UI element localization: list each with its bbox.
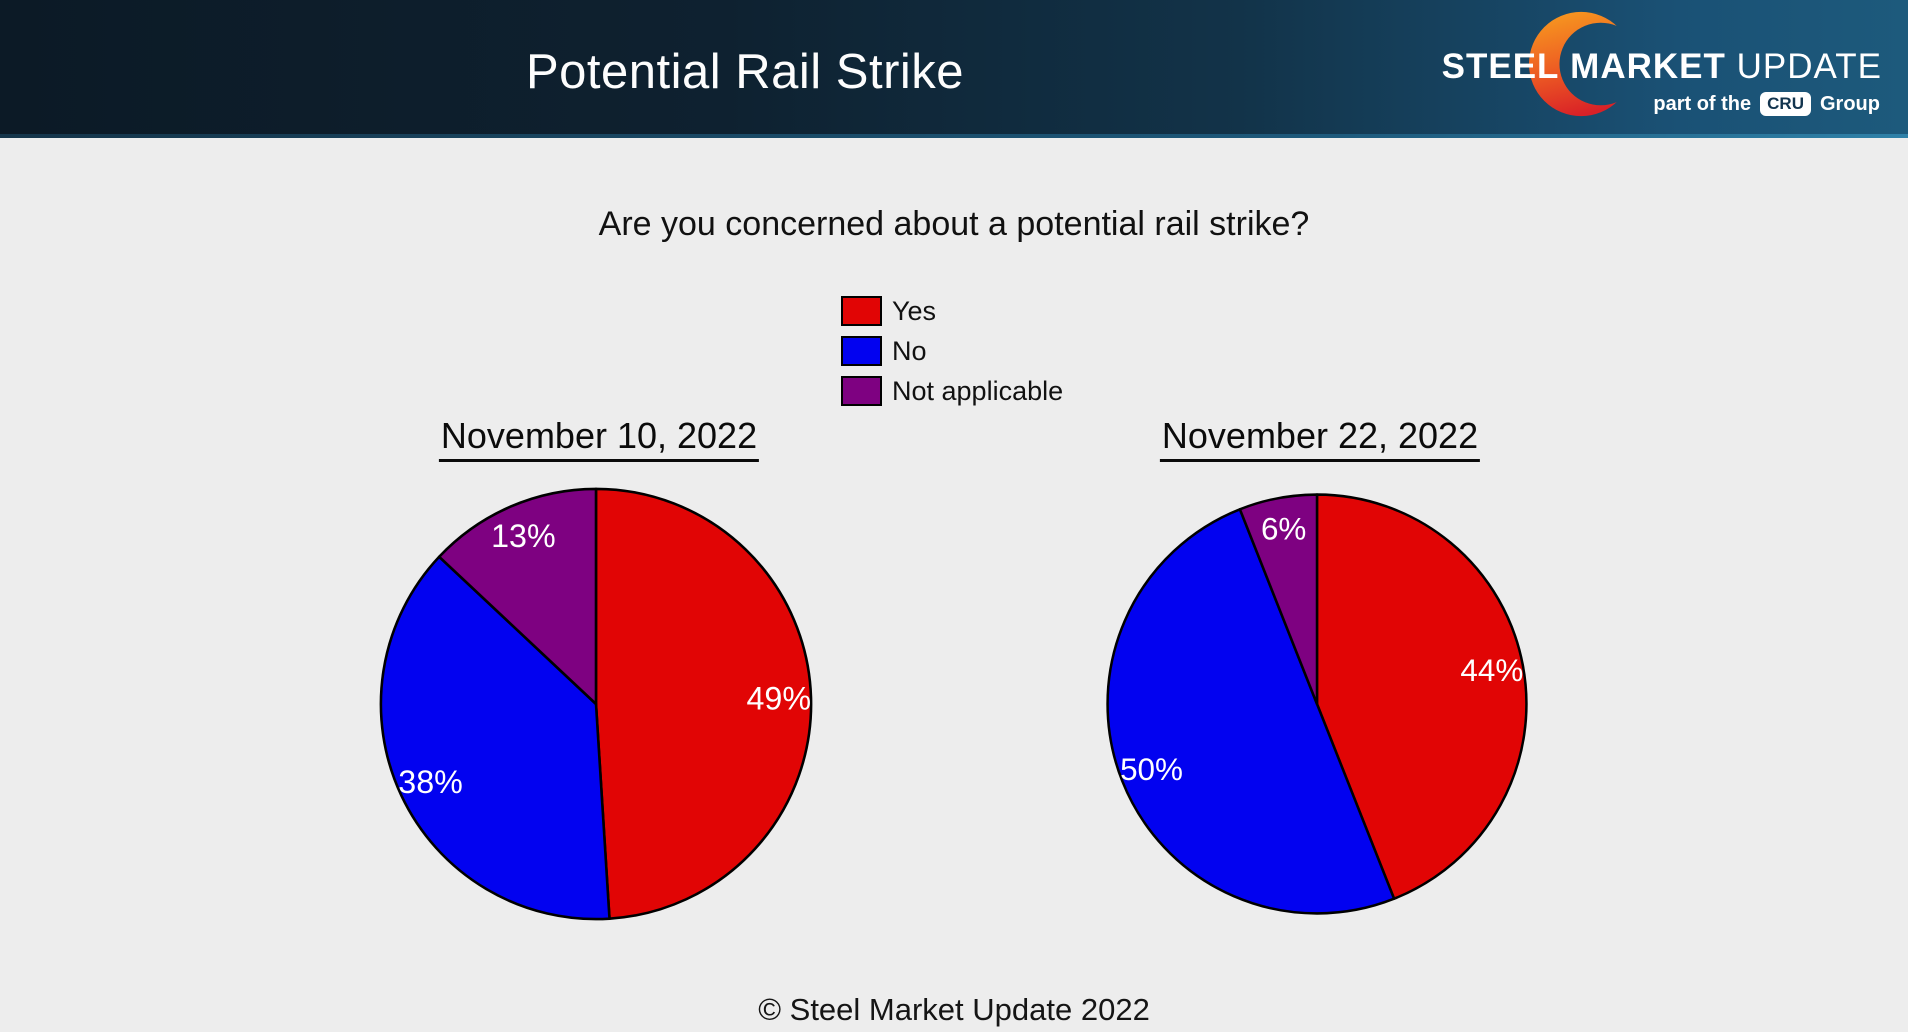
legend-swatch-yes: [841, 296, 882, 326]
tagline-suffix: Group: [1820, 92, 1880, 115]
pie-slice-not-applicable: [437, 487, 598, 706]
pie-slice-no: [1106, 508, 1396, 915]
cru-badge: CRU: [1760, 92, 1811, 116]
legend-item-not-applicable: Not applicable: [841, 376, 1063, 406]
legend-swatch-no: [841, 336, 882, 366]
logo-update: UPDATE: [1736, 47, 1882, 86]
logo-tagline: part of the CRU Group: [1653, 89, 1880, 119]
legend-item-yes: Yes: [841, 296, 1063, 326]
pie-slice-no: [379, 555, 611, 921]
crescent-moon-icon: [1528, 11, 1634, 117]
logo-steel: STEEL: [1441, 47, 1560, 86]
legend-label-no: No: [892, 335, 927, 366]
pie-slice-percent-label: 38%: [398, 764, 463, 800]
pie-slice-yes: [594, 487, 813, 920]
pie-title-november-10: November 10, 2022: [438, 415, 760, 462]
pie-title-november-22: November 22, 2022: [1159, 415, 1481, 462]
logo-market: MARKET: [1570, 47, 1726, 86]
pie-chart-november-22: 44% 50% 6%: [1106, 493, 1528, 915]
crescent-shape: [1528, 11, 1634, 117]
logo-wordmark: STEEL MARKET UPDATE: [1442, 49, 1882, 84]
legend-swatch-not-applicable: [841, 376, 882, 406]
header-bar: Potential Rail Strike STEEL MARKET UPDAT…: [0, 0, 1908, 134]
pie-chart-november-10: 49% 38% 13%: [379, 487, 813, 921]
pie-slice-percent-label: 49%: [746, 680, 811, 716]
pie-slice-percent-label: 50%: [1120, 752, 1183, 787]
pie-slice-not-applicable: [1238, 493, 1319, 706]
header-bottom-edge: [0, 134, 1908, 138]
pie-slice-yes: [1315, 493, 1528, 900]
page-title: Potential Rail Strike: [525, 45, 965, 99]
tagline-prefix: part of the: [1653, 92, 1752, 115]
legend-label-not-applicable: Not applicable: [892, 375, 1064, 406]
legend-item-no: No: [841, 336, 1063, 366]
legend: Yes No Not applicable: [841, 296, 1063, 416]
copyright-text: © Steel Market Update 2022: [758, 992, 1150, 1027]
survey-question: Are you concerned about a potential rail…: [598, 205, 1310, 243]
legend-label-yes: Yes: [892, 295, 937, 326]
pie-slice-percent-label: 13%: [491, 518, 556, 554]
pie-slice-percent-label: 6%: [1261, 512, 1306, 547]
pie-slice-percent-label: 44%: [1460, 653, 1523, 688]
